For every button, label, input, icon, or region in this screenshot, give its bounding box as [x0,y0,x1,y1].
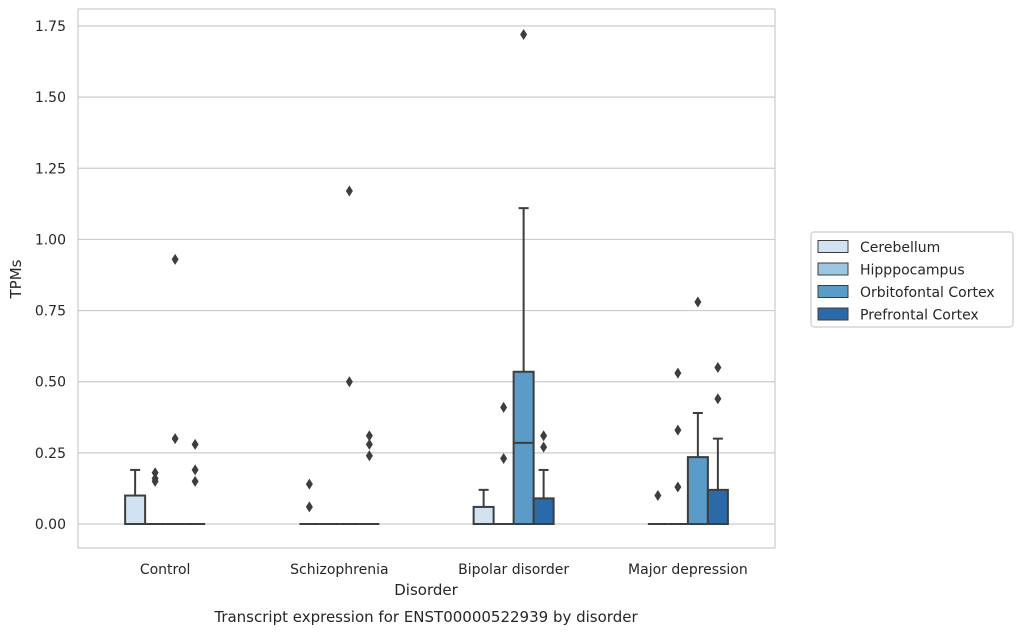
box-series [124,29,729,526]
outlier-point [714,361,722,373]
y-axis-label: TPMs [7,259,25,299]
box [512,370,535,525]
legend-label: Hipppocampus [860,263,965,279]
y-tick-label: 1.50 [35,90,66,106]
legend-box [810,231,1014,328]
outlier-point [365,450,373,462]
outlier-point [714,393,722,405]
outlier-point [305,478,313,490]
legend-item: Prefrontal Cortex [817,307,979,324]
outlier-point [305,501,313,513]
box-group [185,438,206,525]
box [472,505,495,526]
box-group [472,488,495,526]
outlier-point [151,467,159,479]
x-tick-label: Major depression [628,562,748,578]
outlier-point [171,253,179,265]
outlier-point [191,475,199,487]
outlier-point [520,29,528,41]
box-group [339,185,360,525]
box-group [667,367,688,525]
x-tick-label: Control [140,562,191,578]
y-tick-label: 0.00 [35,517,66,533]
x-tick-label: Schizophrenia [290,562,388,578]
legend-label: Cerebellum [860,240,940,256]
outlier-point [694,296,702,308]
plot-background [77,8,776,549]
box [686,456,709,525]
y-tick-label: 0.25 [35,446,66,462]
box-group [145,467,166,525]
y-tick-label: 1.25 [35,161,66,177]
box-group [706,361,729,526]
box-group [512,29,535,525]
box [124,494,147,525]
box-group [359,430,380,525]
outlier-point [674,367,682,379]
legend-item: Hipppocampus [817,262,965,279]
box-group [647,490,668,525]
legend: Cerebellum Hipppocampus Orbitofontal Corte… [810,231,1014,328]
box [706,488,729,526]
legend-item: Orbitofontal Cortex [817,285,995,301]
legend-swatch [817,262,849,276]
outlier-point [345,185,353,197]
y-tick-label: 1.75 [35,19,66,35]
box-group [165,253,186,525]
y-tick-label: 0.75 [35,304,66,320]
y-tick-label: 1.00 [35,232,66,248]
outlier-point [500,453,508,465]
box-group [493,401,514,525]
outlier-point [345,376,353,388]
box-group [532,430,555,526]
x-tick-labels: Control Schizophrenia Bipolar disorder Majo… [140,562,748,578]
legend-swatch [817,240,849,253]
outlier-point [500,401,508,413]
chart-caption: Transcript expression for ENST0000052293… [213,608,638,626]
box-group [686,296,709,525]
outlier-point [674,481,682,493]
gridlines [78,25,775,525]
outlier-point [171,433,179,445]
box-group [299,478,320,525]
outlier-point [365,438,373,450]
outlier-point [191,438,199,450]
y-tick-label: 0.50 [35,375,66,391]
outlier-point [191,464,199,476]
legend-item: Cerebellum [817,240,940,256]
x-tick-label: Bipolar disorder [458,562,569,578]
legend-swatch [817,285,849,298]
outlier-point [674,424,682,436]
outlier-point [654,490,662,502]
outlier-point [151,475,159,487]
legend-label: Prefrontal Cortex [860,308,979,324]
legend-swatch [817,307,849,321]
x-axis-label: Disorder [394,581,458,599]
legend-label: Orbitofontal Cortex [860,285,995,301]
y-tick-labels: 0.00 0.25 0.50 0.75 1.00 1.25 1.50 1.75 [35,19,66,533]
outlier-point [365,430,373,442]
outlier-point [540,441,548,453]
box [532,497,555,526]
box-group [124,468,147,525]
outlier-point [540,430,548,442]
